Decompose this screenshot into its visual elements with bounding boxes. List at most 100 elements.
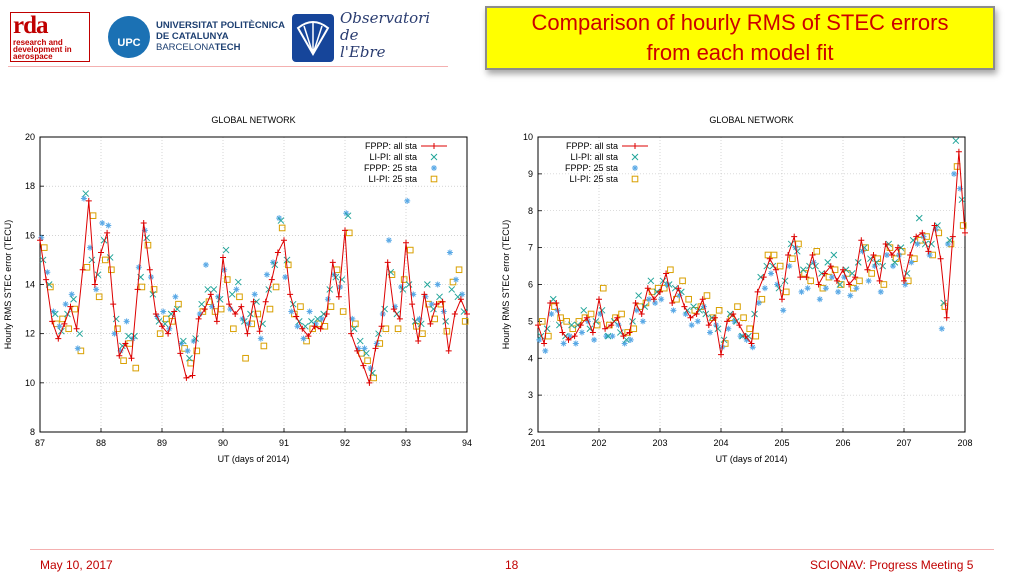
chart0-series-3-point-16 (138, 283, 146, 291)
chart0-series-2-point-40 (282, 274, 289, 281)
chart1-series-0-point-52 (852, 274, 859, 281)
chart0-series-3-point-49 (339, 308, 347, 315)
chart1-series-2-point-14 (621, 340, 628, 347)
chart1-legend-label-3: LI-PI: 25 sta (569, 174, 618, 184)
chart0-series-0-point-33 (238, 303, 245, 310)
chart1-series-0-point-0 (535, 322, 541, 329)
chart0-series-3-point-53 (364, 357, 371, 365)
chart1-series-2-point-39 (774, 281, 781, 288)
chart0-series-0-point-23 (177, 350, 184, 357)
chart0-legend-marker-2 (431, 165, 437, 171)
chart0-series-0-point-63 (421, 291, 428, 298)
chart1-series-3-point-35 (752, 332, 760, 340)
chart0-series-2-point-51 (349, 315, 356, 322)
chart1-series-0-point-70 (962, 229, 968, 236)
chart1-series-2-point-40 (780, 307, 787, 314)
chart0-series-0-point-31 (226, 301, 233, 308)
chart1-series-0-point-23 (675, 285, 682, 292)
chart0-series-0-point-36 (256, 328, 263, 335)
chart0-series-2-point-60 (404, 197, 411, 204)
chart0-series-3-point-22 (175, 300, 182, 308)
upc-line-2: DE CATALUNYA (156, 31, 229, 42)
chart1-series-3-point-40 (782, 288, 790, 296)
footer-divider (30, 549, 994, 550)
chart0-series-3-point-54 (370, 374, 377, 382)
chart0-series-1-point-53 (362, 349, 370, 357)
chart1-series-2-point-1 (542, 347, 549, 354)
chart0-series-3-point-42 (297, 303, 304, 310)
upc-line-3b: TECH (214, 42, 241, 53)
chart-left: GLOBAL NETWORK 87 88 89 90 91 92 93 94 8 10 12 14 16 1… (3, 115, 472, 464)
chart1-series-2-point-60 (902, 281, 909, 288)
chart0-series-0-point-39 (274, 249, 281, 256)
chart1-series-0-point-44 (803, 274, 810, 281)
chart0-legend-label-2: FPPP: 25 sta (364, 163, 417, 173)
chart0-series-0-point-21 (165, 330, 172, 337)
chart0-series-2-point-13 (117, 347, 124, 354)
chart0-series-2-point-57 (385, 237, 392, 244)
chart0-series-1-point-27 (204, 286, 212, 293)
slide-title-line-1: Comparison of hourly RMS of STEC errors (531, 10, 949, 35)
chart1-series-2-point-11 (603, 333, 610, 340)
chart0-series-0-point-0 (37, 237, 43, 244)
chart0-series-2-point-58 (392, 303, 399, 310)
chart1-series-0-point-15 (626, 329, 633, 336)
chart0-series-2-point-64 (428, 301, 435, 308)
chart0-tick-label-x-7: 94 (462, 438, 472, 448)
header-divider (8, 66, 448, 67)
chart0-series-1-point-44 (308, 318, 315, 325)
chart0-series-2-point-63 (422, 293, 429, 300)
chart0-series-3-point-31 (230, 325, 237, 333)
chart1-series-2-point-13 (615, 322, 622, 329)
chart1-series-1-point-56 (879, 262, 887, 270)
chart0-series-0-point-43 (299, 325, 306, 332)
chart0-series-2-point-4 (62, 301, 69, 308)
chart1-series-3-point-1 (545, 332, 552, 340)
chart0-series-2-point-12 (111, 330, 118, 337)
chart0-series-1-point-66 (442, 318, 450, 325)
chart1-tick-label-x-0: 201 (530, 438, 545, 448)
chart1-series-3-point-34 (746, 325, 753, 333)
chart0-series-3-point-50 (345, 229, 353, 237)
chart1-series-0-point-3 (553, 299, 560, 306)
chart1-series-2-point-43 (798, 288, 805, 295)
chart0-series-2-point-31 (227, 306, 234, 313)
chart0-series-0-point-45 (311, 323, 318, 330)
chart0-series-3-point-5 (71, 305, 79, 313)
chart0-series-3-point-56 (382, 325, 390, 333)
upc-logo-text: UNIVERSITAT POLITÈCNICA DE CATALUNYA BAR… (156, 20, 296, 53)
rda-logo-tagline: research and development in aerospace (13, 38, 72, 61)
chart0-series-1-point-25 (192, 335, 199, 342)
chart1-series-1-point-7 (580, 306, 588, 314)
chart0-series-2-point-47 (324, 296, 331, 303)
chart1-series-3-point-61 (911, 255, 918, 262)
chart1-tick-label-x-4: 205 (774, 438, 789, 448)
chart0-series-0-point-57 (384, 259, 391, 266)
chart0-series-1-point-15 (131, 332, 138, 340)
chart1-series-0-point-33 (736, 322, 743, 329)
chart0-series-0-point-40 (281, 237, 287, 244)
chart0-series-0-point-8 (85, 197, 92, 204)
chart1-series-3-point-4 (563, 318, 570, 325)
chart0-series-0-point-4 (61, 320, 68, 327)
chart0-tick-label-y-1: 10 (25, 378, 35, 388)
rda-logo: rda research and development in aerospac… (10, 12, 90, 62)
chart0-series-0-point-30 (220, 254, 226, 261)
chart0-series-2-point-54 (367, 365, 374, 372)
chart0-series-1-point-52 (356, 337, 364, 345)
chart1-series-2-point-36 (755, 299, 762, 306)
chart0-series-2-point-37 (263, 271, 270, 278)
chart0-series-0-point-5 (67, 303, 74, 310)
chart1-series-0-point-58 (888, 252, 895, 258)
chart0-series-2-point-10 (99, 220, 106, 227)
chart0-series-1-point-40 (283, 256, 291, 264)
chart0-series-0-point-58 (390, 306, 397, 313)
chart1-series-0-point-2 (547, 299, 554, 306)
chart1-series-0-point-50 (840, 266, 846, 273)
chart0-series-0-point-70 (464, 311, 470, 317)
chart1-series-0-point-67 (943, 314, 950, 321)
chart0-series-2-point-65 (434, 281, 441, 288)
chart0-series-1-point-34 (247, 310, 254, 318)
chart1-series-1-point-63 (921, 240, 929, 248)
chart1-series-3-point-69 (959, 222, 967, 229)
